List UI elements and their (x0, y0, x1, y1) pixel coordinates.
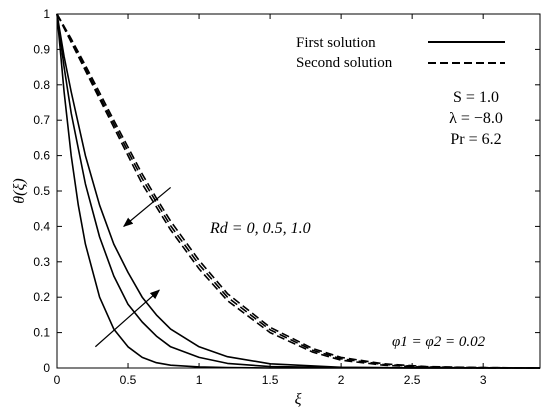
y-tick-label: 0.2 (33, 290, 50, 304)
data-lines (56, 13, 541, 369)
y-axis-label: θ(ξ) (11, 178, 28, 203)
y-tick-label: 0.6 (33, 149, 50, 163)
second-solution-line (56, 13, 541, 369)
y-tick-label: 0.7 (33, 113, 50, 127)
first-solution-line (56, 13, 540, 369)
legend-label-second: Second solution (296, 55, 393, 71)
legend: First solution Second solution (296, 35, 505, 71)
y-tick-label: 0.4 (33, 219, 50, 233)
y-tick-label: 0.3 (33, 255, 50, 269)
second-solution-line (56, 13, 541, 369)
first-solution-line (56, 13, 541, 369)
first-solution-line (56, 13, 540, 369)
x-tick-label: 0.5 (120, 373, 137, 387)
legend-label-first: First solution (296, 35, 376, 51)
arrows (94, 186, 172, 348)
x-tick-label: 1 (196, 373, 203, 387)
x-tick-label: 0 (54, 373, 61, 387)
x-axis-label: ξ (295, 391, 302, 408)
x-tick-label: 2.5 (404, 373, 421, 387)
y-tick-label: 0.1 (33, 326, 50, 340)
param-lambda: λ = −8.0 (449, 110, 503, 127)
phi-annotation: φ1 = φ2 = 0.02 (392, 334, 486, 350)
trend-arrow (122, 186, 172, 228)
second-solution-line (56, 13, 540, 369)
y-tick-label: 0.5 (33, 184, 50, 198)
y-tick-label: 1 (43, 7, 50, 21)
x-ticks: 0 0.5 1 1.5 2 2.5 3 (54, 14, 487, 387)
x-tick-label: 3 (480, 373, 487, 387)
x-tick-label: 1.5 (262, 373, 279, 387)
x-tick-label: 2 (338, 373, 345, 387)
param-pr: Pr = 6.2 (450, 131, 501, 148)
trend-arrow (94, 289, 161, 348)
parameter-annotations: S = 1.0 λ = −8.0 Pr = 6.2 (449, 89, 503, 148)
y-tick-label: 0 (43, 361, 50, 375)
rd-annotation: Rd = 0, 0.5, 1.0 (209, 220, 311, 237)
param-s: S = 1.0 (453, 89, 499, 106)
y-ticks: 0 0.1 0.2 0.3 0.4 0.5 0.6 0.7 0.8 0.9 1 (33, 7, 540, 375)
y-tick-label: 0.9 (33, 42, 50, 56)
y-tick-label: 0.8 (33, 78, 50, 92)
